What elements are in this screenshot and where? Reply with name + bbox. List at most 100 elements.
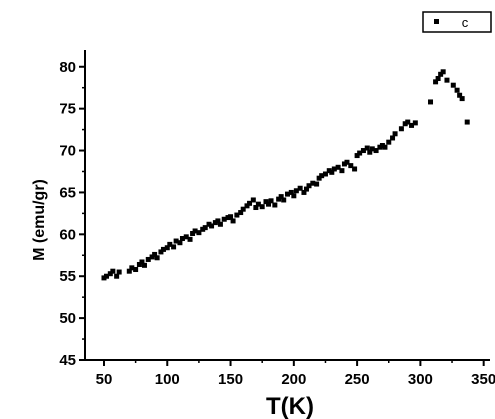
data-point: [158, 249, 164, 255]
data-point: [428, 99, 434, 105]
x-tick-label: 150: [218, 371, 243, 388]
data-point: [154, 255, 160, 261]
data-point: [206, 221, 212, 227]
data-point: [247, 200, 253, 206]
data-point: [276, 196, 282, 202]
data-point: [171, 244, 177, 250]
data-point: [433, 79, 439, 85]
data-point: [129, 265, 135, 271]
y-tick-label: 70: [59, 143, 76, 160]
legend-label: c: [462, 15, 469, 30]
y-axis-title: M (emu/gr): [31, 179, 48, 261]
data-point: [326, 168, 332, 174]
x-axis-title: T(K): [266, 393, 314, 419]
data-point: [250, 197, 256, 203]
data-point: [167, 241, 173, 247]
data-point: [339, 168, 345, 174]
data-point: [136, 261, 142, 267]
data-point: [225, 215, 231, 221]
x-tick-label: 50: [96, 371, 113, 388]
data-point: [268, 198, 274, 204]
data-point: [141, 262, 147, 268]
x-tick-label: 100: [155, 371, 180, 388]
data-point: [398, 126, 404, 132]
data-point: [314, 181, 320, 187]
data-point: [373, 148, 379, 154]
data-point: [281, 197, 287, 203]
data-point: [293, 188, 299, 194]
data-point: [160, 246, 166, 252]
data-point: [440, 69, 446, 75]
data-point: [412, 120, 418, 126]
data-point: [377, 144, 383, 150]
data-point: [145, 256, 151, 262]
data-point: [234, 212, 240, 218]
data-point: [405, 119, 411, 125]
y-axis-ticks: 45 50 55 60 65 70 75 80: [59, 59, 85, 369]
data-point: [464, 119, 470, 125]
data-point: [444, 77, 450, 83]
data-point: [322, 171, 328, 177]
data-point: [301, 189, 307, 195]
data-point: [177, 240, 183, 246]
data-point: [230, 218, 236, 224]
y-tick-label: 50: [59, 310, 76, 327]
data-point: [192, 228, 198, 234]
data-point: [390, 135, 396, 141]
data-point: [341, 161, 347, 167]
y-tick-label: 65: [59, 184, 76, 201]
data-point: [392, 131, 398, 137]
data-point: [303, 186, 309, 192]
data-point: [215, 218, 221, 224]
data-point: [173, 238, 179, 244]
data-point: [139, 259, 145, 265]
data-point: [114, 273, 120, 279]
data-point: [329, 169, 335, 175]
data-point: [285, 191, 290, 197]
data-point: [379, 143, 385, 149]
data-point: [450, 82, 456, 88]
x-axis-ticks: 50 100 150 200 250 300 350: [96, 360, 495, 388]
data-points: [101, 69, 470, 281]
data-point: [200, 226, 206, 232]
y-tick-label: 60: [59, 226, 76, 243]
data-point: [364, 145, 370, 151]
data-point: [152, 251, 158, 257]
x-tick-label: 200: [281, 371, 306, 388]
data-point: [357, 150, 363, 156]
data-point: [228, 214, 234, 220]
data-point: [259, 204, 265, 210]
data-point: [360, 148, 366, 154]
data-point: [335, 164, 341, 170]
data-point: [266, 201, 272, 207]
data-point: [116, 269, 122, 275]
data-point: [255, 201, 261, 207]
data-point: [107, 271, 113, 277]
y-tick-label: 55: [59, 268, 76, 285]
data-point: [435, 75, 441, 81]
y-tick-label: 80: [59, 59, 76, 76]
data-point: [438, 71, 444, 77]
data-point: [354, 153, 360, 159]
data-point: [187, 236, 193, 242]
data-point: [179, 236, 185, 242]
data-point: [209, 223, 215, 229]
data-point: [164, 245, 170, 251]
data-point: [331, 166, 337, 172]
x-tick-label: 350: [471, 371, 495, 388]
data-point: [221, 216, 227, 222]
data-point: [110, 268, 116, 274]
data-point: [386, 139, 392, 145]
legend: c: [422, 11, 492, 33]
x-tick-label: 250: [345, 371, 370, 388]
data-point: [459, 96, 465, 102]
data-point: [149, 254, 155, 260]
data-point: [306, 183, 312, 189]
data-point: [352, 166, 358, 172]
data-point: [310, 180, 316, 186]
data-point: [126, 268, 132, 274]
data-point: [367, 149, 373, 155]
data-point: [288, 189, 294, 195]
data-point: [101, 275, 107, 281]
y-tick-label: 75: [59, 101, 76, 118]
